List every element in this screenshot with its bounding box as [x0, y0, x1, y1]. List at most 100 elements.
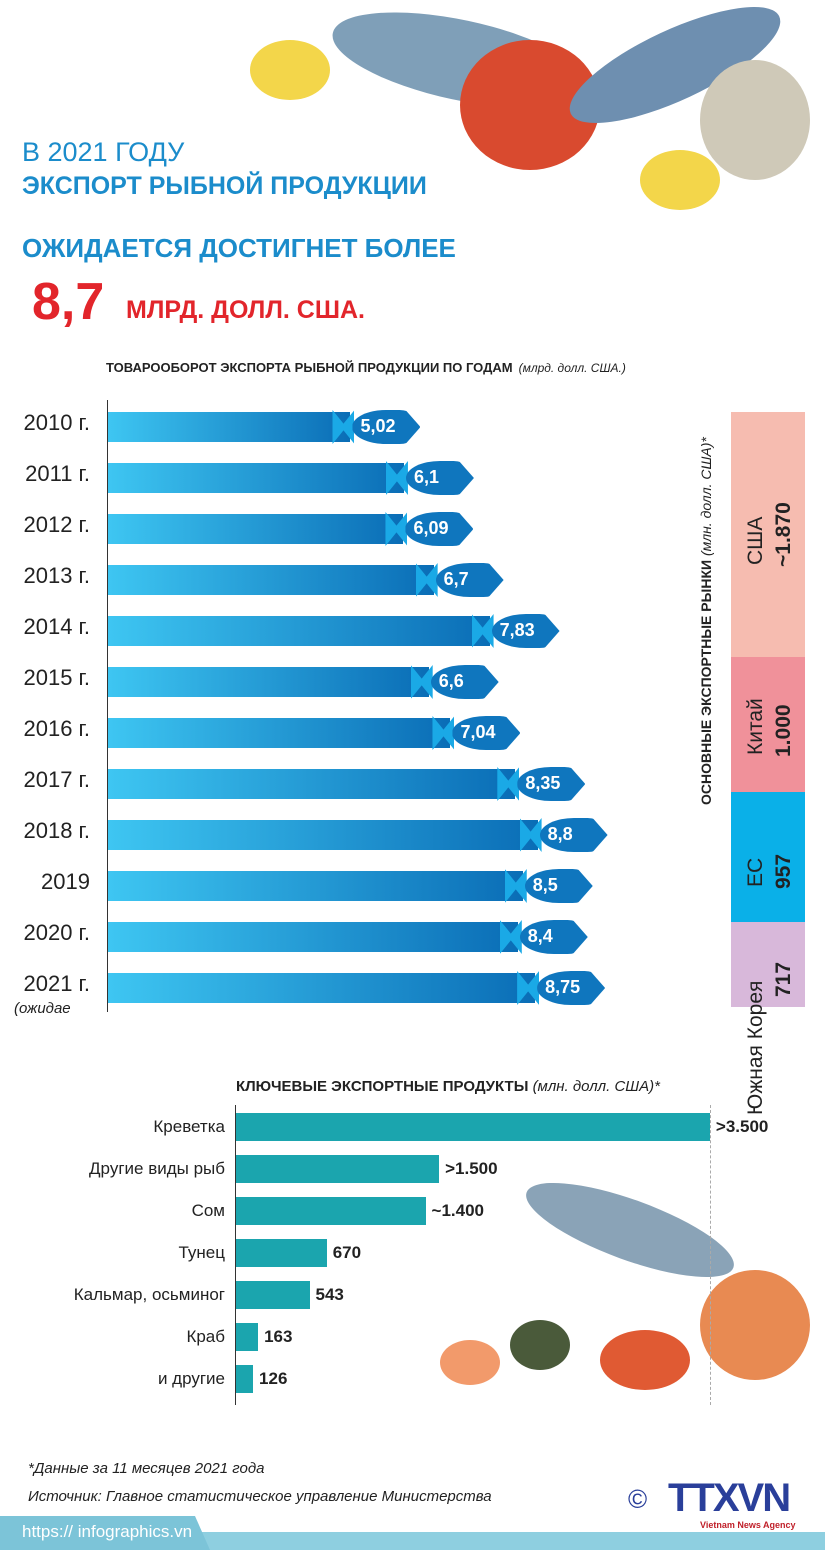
- fish-tail: [471, 614, 494, 648]
- bar-value: 6,6: [438, 671, 464, 691]
- chart1-unit: (млрд. долл. США.): [518, 361, 626, 375]
- fish-head: [537, 971, 606, 1005]
- fish-head: [435, 563, 504, 597]
- bar-value: 6,09: [413, 518, 449, 538]
- bar: [108, 769, 516, 799]
- year-label: 2021 г.: [23, 971, 90, 996]
- product-name: и другие: [157, 1369, 225, 1388]
- year-label: 2016 г.: [23, 716, 90, 741]
- fish-head: [517, 767, 586, 801]
- copyright-icon: ©: [628, 1484, 648, 1514]
- ttxvn-logo: TTXVN: [668, 1476, 791, 1520]
- chart1-axis: [107, 400, 108, 1012]
- bar: [108, 820, 538, 850]
- market-name: ЕС: [744, 857, 767, 887]
- product-bar: [236, 1281, 310, 1309]
- bar-value: 8,4: [527, 926, 553, 946]
- market-segment: [731, 922, 805, 1007]
- market-segment: [731, 792, 805, 922]
- product-value: 163: [264, 1327, 293, 1346]
- market-segment: [731, 412, 805, 657]
- fish-head: [539, 818, 608, 852]
- product-value: 126: [259, 1369, 288, 1388]
- product-bar: [236, 1239, 327, 1267]
- markets-unit: (млн. долл. США)*: [698, 437, 714, 557]
- fish-tail: [385, 512, 408, 546]
- product-value: 543: [315, 1285, 344, 1304]
- year-label: 2017 г.: [23, 767, 90, 792]
- year-label: 2018 г.: [23, 818, 90, 843]
- header-line1: В 2021 ГОДУ: [22, 137, 185, 167]
- bar-value: 7,83: [499, 620, 535, 640]
- bar-value: 7,04: [460, 722, 496, 742]
- source: Источник: Главное статистическое управле…: [28, 1488, 492, 1505]
- fish-tail: [519, 818, 542, 852]
- fish-tail: [497, 767, 520, 801]
- chart3-axis: [235, 1105, 236, 1405]
- fish-tail: [410, 665, 433, 699]
- market-name: США: [744, 516, 767, 565]
- year-label: 2015 г.: [23, 665, 90, 690]
- product-name: Креветка: [153, 1117, 225, 1136]
- fish-tail: [385, 461, 408, 495]
- bar: [108, 565, 434, 595]
- product-name: Тунец: [178, 1243, 225, 1262]
- chart1-title: ТОВАРООБОРОТ ЭКСПОРТА РЫБНОЙ ПРОДУКЦИИ П…: [106, 360, 626, 375]
- fish-head: [491, 614, 560, 648]
- chart1-note: (ожидае: [14, 1000, 71, 1017]
- fish-head: [405, 461, 474, 495]
- chart3-title-text: КЛЮЧЕВЫЕ ЭКСПОРТНЫЕ ПРОДУКТЫ: [236, 1078, 529, 1095]
- product-name: Кальмар, осьминог: [73, 1285, 225, 1304]
- fish-head: [452, 716, 521, 750]
- market-name: Китай: [744, 697, 767, 755]
- product-value: 670: [332, 1243, 362, 1262]
- fish-tail: [499, 920, 522, 954]
- year-label: 2019: [41, 869, 90, 894]
- fish-head: [524, 869, 593, 903]
- bar: [108, 514, 404, 544]
- bar-value: 6,7: [443, 569, 469, 589]
- product-name: Краб: [186, 1327, 225, 1346]
- header-line2: ЭКСПОРТ РЫБНОЙ ПРОДУКЦИИ: [22, 172, 427, 200]
- year-label: 2013 г.: [23, 563, 90, 588]
- fish-tail: [415, 563, 438, 597]
- bar: [108, 463, 404, 493]
- product-value: >1.500: [445, 1159, 498, 1178]
- bar: [108, 922, 518, 952]
- fish-head: [352, 410, 421, 444]
- chart3-title: КЛЮЧЕВЫЕ ЭКСПОРТНЫЕ ПРОДУКТЫ (млн. долл.…: [236, 1078, 660, 1095]
- footnote: *Данные за 11 месяцев 2021 года: [28, 1460, 265, 1477]
- product-bar: [236, 1365, 254, 1393]
- product-value: >3.500: [715, 1117, 769, 1136]
- year-label: 2011 г.: [25, 461, 90, 486]
- year-label: 2020 г.: [23, 920, 90, 945]
- product-name: Сом: [191, 1201, 225, 1220]
- fish-head: [405, 512, 474, 546]
- market-value: 1.000: [772, 703, 795, 757]
- market-value: 717: [772, 961, 795, 997]
- product-bar: [236, 1197, 426, 1225]
- fish-tail: [432, 716, 455, 750]
- bar: [108, 973, 536, 1003]
- bar: [108, 412, 351, 442]
- product-value: ~1.400: [431, 1201, 485, 1220]
- bar-value: 8,8: [547, 824, 573, 844]
- markets-title: ОСНОВНЫЕ ЭКСПОРТНЫЕ РЫНКИ (млн. долл. СШ…: [698, 437, 714, 805]
- logo-subtitle: Vietnam News Agency: [700, 1520, 796, 1530]
- product-bar: [236, 1113, 710, 1141]
- fish-tail: [332, 410, 355, 444]
- fish-head: [519, 920, 588, 954]
- bar-value: 5,02: [360, 416, 396, 436]
- markets-title-text: ОСНОВНЫЕ ЭКСПОРТНЫЕ РЫНКИ: [698, 559, 714, 805]
- bar: [108, 616, 490, 646]
- year-label: 2012 г.: [23, 512, 90, 537]
- footer-tab: [0, 1516, 210, 1550]
- chart1-title-text: ТОВАРООБОРОТ ЭКСПОРТА РЫБНОЙ ПРОДУКЦИИ П…: [106, 360, 513, 375]
- fish-tail: [504, 869, 527, 903]
- bar: [108, 718, 451, 748]
- bar-value: 8,5: [532, 875, 558, 895]
- market-value: 957: [772, 853, 795, 889]
- product-bar: [236, 1155, 440, 1183]
- chart3-gridline: [710, 1105, 711, 1405]
- site-link[interactable]: https:// infographics.vn: [22, 1522, 193, 1541]
